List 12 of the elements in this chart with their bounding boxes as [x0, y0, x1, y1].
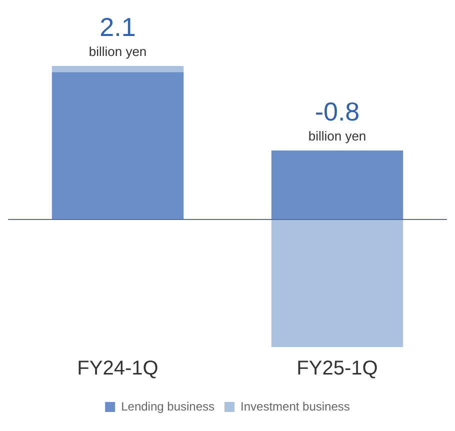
bar — [271, 150, 404, 220]
x-tick-label: FY25-1Q — [296, 358, 378, 380]
bar — [52, 66, 184, 72]
bar — [271, 220, 404, 347]
x-tick-label: FY24-1Q — [77, 358, 158, 380]
text: billion yen — [88, 44, 147, 59]
annotation: -0.8 — [314, 96, 360, 126]
text: 2.1 — [100, 12, 136, 42]
bar — [52, 72, 184, 220]
legend-label: Investment business — [240, 399, 350, 414]
annotation: billion yen — [308, 128, 366, 144]
legend-label: Lending business — [121, 399, 215, 414]
